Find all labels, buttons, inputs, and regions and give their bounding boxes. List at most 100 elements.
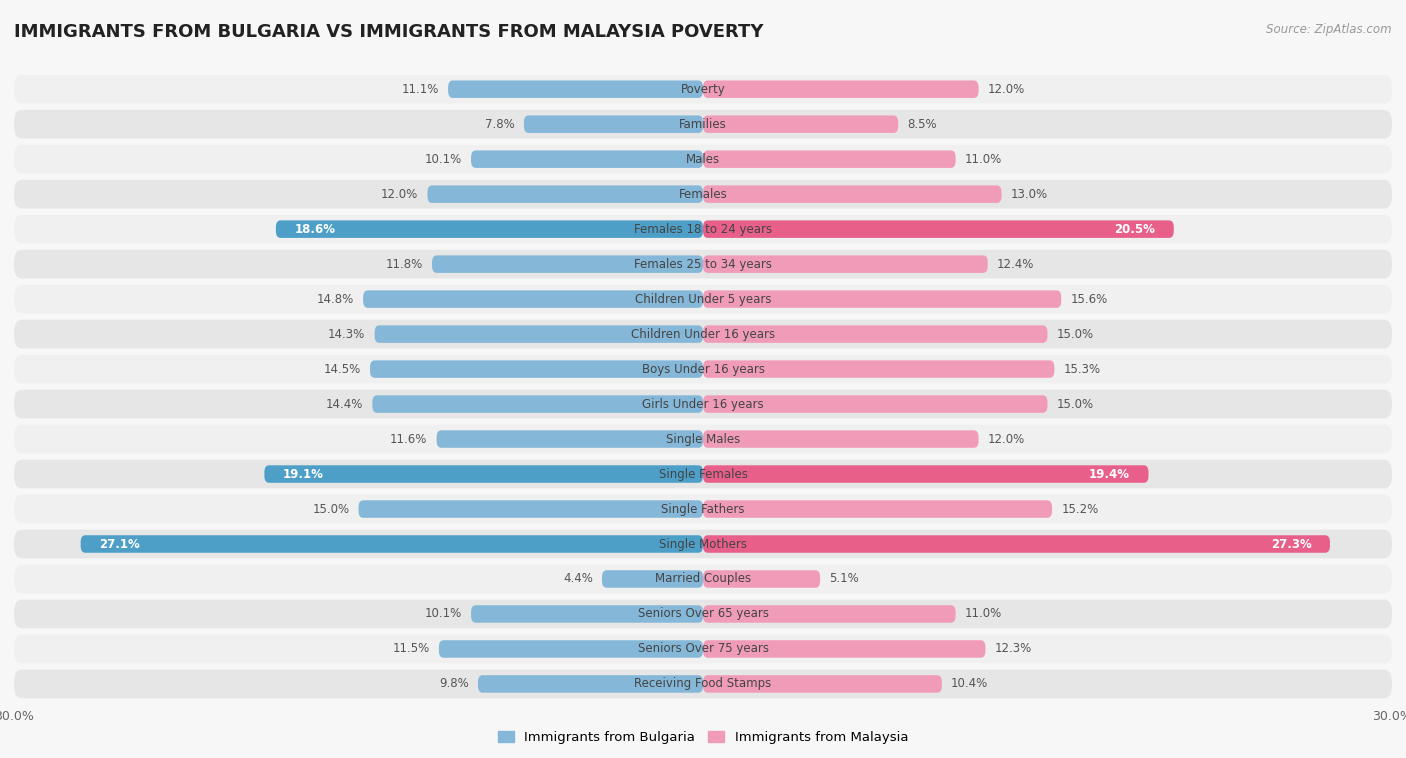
- Text: 11.0%: 11.0%: [965, 152, 1002, 166]
- Text: Single Fathers: Single Fathers: [661, 503, 745, 515]
- FancyBboxPatch shape: [703, 396, 1047, 413]
- FancyBboxPatch shape: [14, 459, 1392, 488]
- Text: Girls Under 16 years: Girls Under 16 years: [643, 398, 763, 411]
- FancyBboxPatch shape: [14, 634, 1392, 663]
- FancyBboxPatch shape: [524, 115, 703, 133]
- Text: Receiving Food Stamps: Receiving Food Stamps: [634, 678, 772, 691]
- FancyBboxPatch shape: [703, 605, 956, 623]
- FancyBboxPatch shape: [703, 115, 898, 133]
- FancyBboxPatch shape: [14, 285, 1392, 314]
- Text: 12.4%: 12.4%: [997, 258, 1035, 271]
- Text: 14.4%: 14.4%: [326, 398, 363, 411]
- FancyBboxPatch shape: [703, 535, 1330, 553]
- FancyBboxPatch shape: [449, 80, 703, 98]
- Text: Children Under 5 years: Children Under 5 years: [634, 293, 772, 305]
- FancyBboxPatch shape: [14, 110, 1392, 139]
- Text: 27.1%: 27.1%: [98, 537, 139, 550]
- Text: 7.8%: 7.8%: [485, 117, 515, 130]
- FancyBboxPatch shape: [703, 500, 1052, 518]
- Text: Females 25 to 34 years: Females 25 to 34 years: [634, 258, 772, 271]
- FancyBboxPatch shape: [14, 355, 1392, 384]
- FancyBboxPatch shape: [471, 605, 703, 623]
- FancyBboxPatch shape: [14, 215, 1392, 243]
- Text: 9.8%: 9.8%: [439, 678, 468, 691]
- Text: 15.0%: 15.0%: [1057, 398, 1094, 411]
- Text: 15.2%: 15.2%: [1062, 503, 1098, 515]
- Text: Children Under 16 years: Children Under 16 years: [631, 327, 775, 340]
- Text: Poverty: Poverty: [681, 83, 725, 96]
- Text: Males: Males: [686, 152, 720, 166]
- FancyBboxPatch shape: [437, 431, 703, 448]
- Text: 14.5%: 14.5%: [323, 362, 361, 375]
- FancyBboxPatch shape: [14, 669, 1392, 698]
- Text: 15.3%: 15.3%: [1063, 362, 1101, 375]
- Text: 11.1%: 11.1%: [402, 83, 439, 96]
- Text: 15.0%: 15.0%: [1057, 327, 1094, 340]
- FancyBboxPatch shape: [14, 145, 1392, 174]
- Text: 11.8%: 11.8%: [385, 258, 423, 271]
- Text: 19.1%: 19.1%: [283, 468, 323, 481]
- Text: 11.5%: 11.5%: [392, 643, 430, 656]
- FancyBboxPatch shape: [14, 320, 1392, 349]
- FancyBboxPatch shape: [703, 290, 1062, 308]
- Text: 12.3%: 12.3%: [994, 643, 1032, 656]
- Text: 15.6%: 15.6%: [1070, 293, 1108, 305]
- FancyBboxPatch shape: [14, 600, 1392, 628]
- Text: 20.5%: 20.5%: [1115, 223, 1156, 236]
- FancyBboxPatch shape: [14, 390, 1392, 418]
- Text: 19.4%: 19.4%: [1090, 468, 1130, 481]
- Text: 10.1%: 10.1%: [425, 152, 461, 166]
- Text: 18.6%: 18.6%: [294, 223, 335, 236]
- FancyBboxPatch shape: [373, 396, 703, 413]
- Text: Seniors Over 65 years: Seniors Over 65 years: [637, 607, 769, 621]
- FancyBboxPatch shape: [370, 360, 703, 377]
- FancyBboxPatch shape: [703, 221, 1174, 238]
- FancyBboxPatch shape: [359, 500, 703, 518]
- FancyBboxPatch shape: [478, 675, 703, 693]
- FancyBboxPatch shape: [276, 221, 703, 238]
- FancyBboxPatch shape: [703, 325, 1047, 343]
- Text: 8.5%: 8.5%: [907, 117, 936, 130]
- FancyBboxPatch shape: [703, 641, 986, 658]
- Text: 13.0%: 13.0%: [1011, 188, 1047, 201]
- FancyBboxPatch shape: [363, 290, 703, 308]
- FancyBboxPatch shape: [703, 150, 956, 168]
- FancyBboxPatch shape: [703, 186, 1001, 203]
- Text: 12.0%: 12.0%: [988, 83, 1025, 96]
- FancyBboxPatch shape: [703, 360, 1054, 377]
- FancyBboxPatch shape: [264, 465, 703, 483]
- Text: Seniors Over 75 years: Seniors Over 75 years: [637, 643, 769, 656]
- Text: Single Mothers: Single Mothers: [659, 537, 747, 550]
- Text: 15.0%: 15.0%: [312, 503, 349, 515]
- FancyBboxPatch shape: [432, 255, 703, 273]
- Text: Boys Under 16 years: Boys Under 16 years: [641, 362, 765, 375]
- FancyBboxPatch shape: [703, 80, 979, 98]
- Text: 14.3%: 14.3%: [328, 327, 366, 340]
- FancyBboxPatch shape: [14, 75, 1392, 104]
- Text: 5.1%: 5.1%: [830, 572, 859, 585]
- FancyBboxPatch shape: [703, 255, 988, 273]
- Text: 11.6%: 11.6%: [389, 433, 427, 446]
- Text: Married Couples: Married Couples: [655, 572, 751, 585]
- FancyBboxPatch shape: [471, 150, 703, 168]
- FancyBboxPatch shape: [374, 325, 703, 343]
- Text: 10.4%: 10.4%: [950, 678, 988, 691]
- FancyBboxPatch shape: [703, 570, 820, 587]
- FancyBboxPatch shape: [14, 530, 1392, 559]
- Text: 12.0%: 12.0%: [988, 433, 1025, 446]
- Text: 27.3%: 27.3%: [1271, 537, 1312, 550]
- FancyBboxPatch shape: [14, 250, 1392, 278]
- FancyBboxPatch shape: [14, 180, 1392, 208]
- Text: Source: ZipAtlas.com: Source: ZipAtlas.com: [1267, 23, 1392, 36]
- Text: Single Males: Single Males: [666, 433, 740, 446]
- Legend: Immigrants from Bulgaria, Immigrants from Malaysia: Immigrants from Bulgaria, Immigrants fro…: [492, 725, 914, 749]
- FancyBboxPatch shape: [703, 465, 1149, 483]
- FancyBboxPatch shape: [14, 495, 1392, 523]
- Text: 14.8%: 14.8%: [316, 293, 354, 305]
- Text: Families: Families: [679, 117, 727, 130]
- FancyBboxPatch shape: [14, 565, 1392, 594]
- FancyBboxPatch shape: [14, 424, 1392, 453]
- Text: IMMIGRANTS FROM BULGARIA VS IMMIGRANTS FROM MALAYSIA POVERTY: IMMIGRANTS FROM BULGARIA VS IMMIGRANTS F…: [14, 23, 763, 41]
- Text: 4.4%: 4.4%: [562, 572, 593, 585]
- FancyBboxPatch shape: [439, 641, 703, 658]
